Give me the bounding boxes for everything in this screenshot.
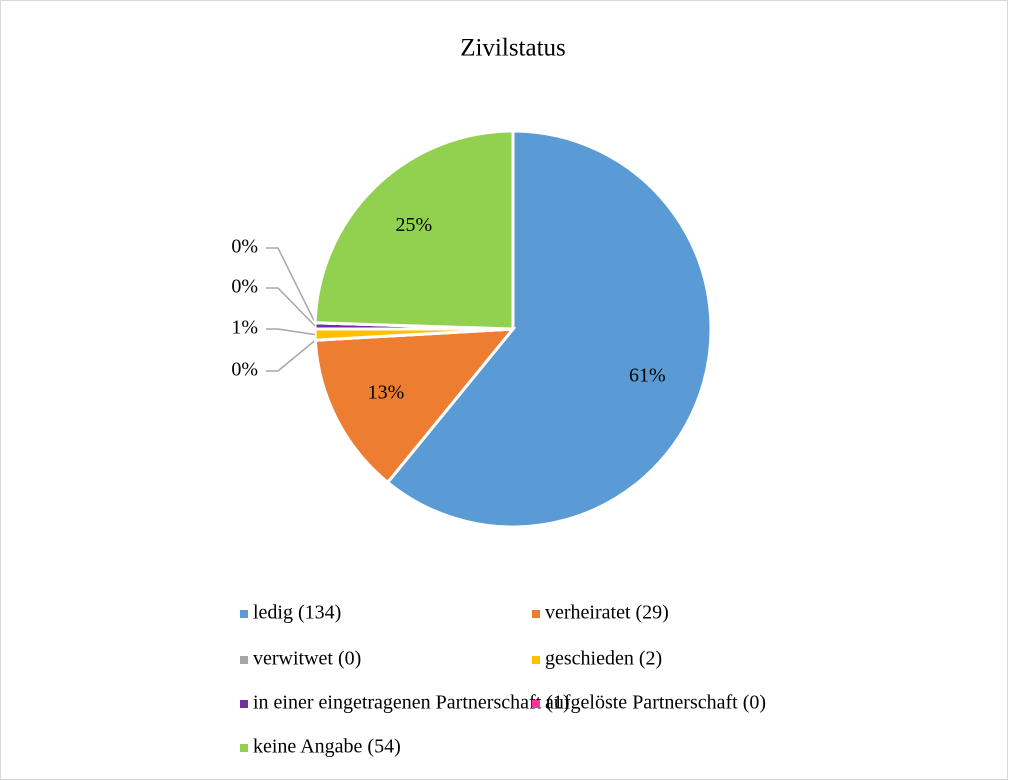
legend-marker: [532, 700, 540, 708]
leader-line: [266, 287, 316, 327]
legend-label: ledig (134): [253, 602, 341, 624]
data-label: 0%: [231, 276, 258, 298]
legend-label: verwitwet (0): [253, 648, 361, 670]
data-label: 1%: [231, 317, 258, 339]
legend-marker: [532, 656, 540, 664]
chart-title: Zivilstatus: [460, 35, 566, 62]
data-label: 13%: [368, 381, 405, 403]
pie-slice: [313, 129, 515, 331]
legend-label: keine Angabe (54): [253, 736, 401, 758]
data-label: 0%: [231, 236, 258, 258]
legend-label: geschieden (2): [545, 648, 662, 670]
legend-marker: [240, 610, 248, 618]
pie-slice: [385, 129, 713, 529]
legend-label: verheiratet (29): [545, 602, 669, 624]
data-label: 61%: [629, 364, 666, 386]
legend-marker: [240, 700, 248, 708]
leader-line: [266, 247, 316, 324]
data-label: 0%: [231, 359, 258, 381]
legend-label: in einer eingetragenen Partnerschaft (1): [253, 692, 570, 714]
legend-marker: [240, 656, 248, 664]
pie-slice: [313, 327, 517, 485]
leader-line: [266, 339, 316, 372]
legend-label: aufgelöste Partnerschaft (0): [545, 692, 766, 714]
legend-marker: [532, 610, 540, 618]
leader-line: [266, 328, 316, 336]
data-label: 25%: [395, 214, 432, 236]
legend-marker: [240, 744, 248, 752]
